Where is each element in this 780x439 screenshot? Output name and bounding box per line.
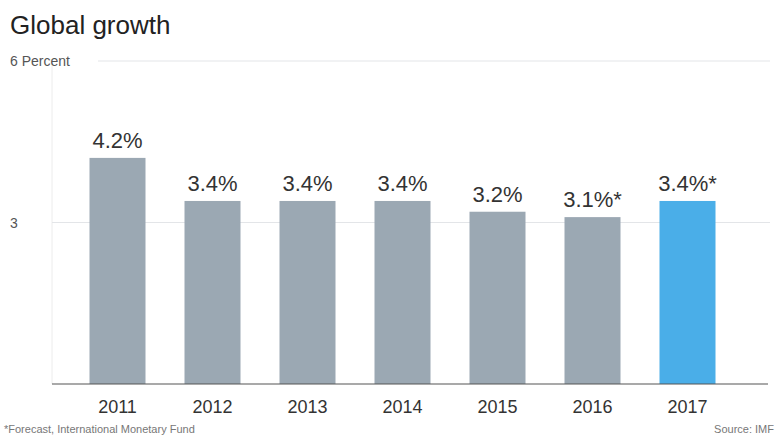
x-tick-label: 2013: [287, 397, 327, 417]
bar: [565, 217, 621, 384]
y-tick-label: 3: [10, 215, 18, 231]
x-tick-label: 2014: [382, 397, 422, 417]
bars: [90, 158, 716, 384]
x-tick-label: 2017: [667, 397, 707, 417]
footnote: *Forecast, International Monetary Fund: [4, 423, 195, 435]
y-tick-label: 6 Percent: [10, 53, 70, 69]
bar: [375, 201, 431, 384]
data-label: 3.4%: [187, 171, 237, 196]
chart-svg: Global growth 3 6 Percent 4.2% 3.4% 3.4% 3.4% 3…: [0, 0, 780, 439]
x-tick-label: 2011: [98, 397, 137, 417]
bar: [185, 201, 241, 384]
data-label: 3.4%: [282, 171, 332, 196]
x-tick-label: 2015: [477, 397, 517, 417]
chart-container: Global growth 3 6 Percent 4.2% 3.4% 3.4% 3.4% 3…: [0, 0, 780, 439]
bar: [280, 201, 336, 384]
x-tick-label: 2012: [192, 397, 232, 417]
source: Source: IMF: [714, 423, 774, 435]
data-label: 4.2%: [92, 128, 142, 153]
bar: [470, 212, 526, 384]
grid-line: [98, 61, 770, 62]
data-label: 3.4%*: [658, 171, 717, 196]
title: Global growth: [10, 10, 170, 40]
baseline: [52, 383, 768, 384]
bar: [660, 201, 716, 384]
bar: [90, 158, 146, 384]
data-label: 3.1%*: [563, 187, 622, 212]
data-label: 3.2%: [472, 182, 522, 207]
data-label: 3.4%: [377, 171, 427, 196]
x-tick-label: 2016: [572, 397, 612, 417]
